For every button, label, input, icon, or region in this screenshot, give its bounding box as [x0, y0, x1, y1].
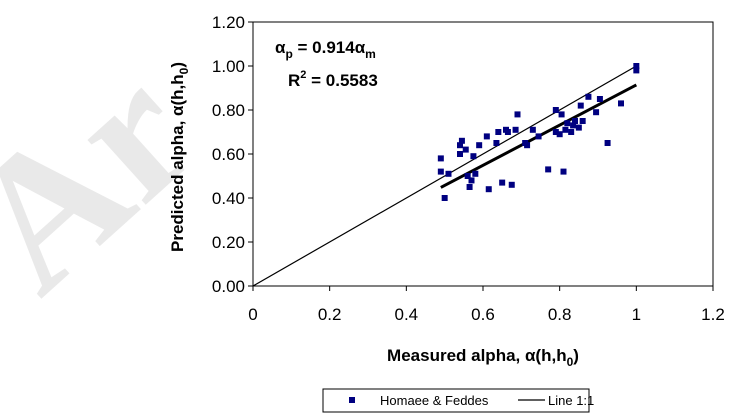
data-point	[564, 120, 571, 127]
data-point	[441, 195, 448, 201]
data-point	[468, 177, 475, 184]
data-point	[558, 111, 565, 118]
x-tick-label: 0.4	[395, 305, 419, 324]
data-points	[437, 63, 640, 201]
data-point	[633, 63, 640, 69]
data-point	[562, 126, 569, 133]
data-point	[508, 181, 515, 188]
x-tick-label: 1	[632, 305, 641, 324]
data-point	[556, 131, 563, 138]
x-tick-label: 0.8	[548, 305, 572, 324]
data-point	[572, 118, 578, 124]
data-point	[633, 67, 640, 74]
data-point	[593, 109, 600, 116]
y-tick-label: 1.00	[212, 57, 245, 76]
data-point	[483, 133, 490, 140]
data-point	[499, 179, 506, 186]
y-axis-title: Predicted alpha, α(h,h0)	[168, 62, 191, 252]
x-axis-title: Measured alpha, α(h,h0)	[387, 346, 579, 369]
data-point	[466, 184, 473, 190]
data-point	[514, 111, 521, 118]
data-point	[552, 129, 559, 135]
data-point	[457, 151, 463, 157]
y-tick-label: 1.20	[212, 13, 245, 32]
x-tick-label: 0.2	[318, 305, 342, 324]
legend-label-line-1-1: Line 1:1	[548, 393, 594, 408]
y-axis-ticks: 0.00 0.20 0.40 0.60 0.80 1.00 1.20	[212, 13, 253, 296]
data-point	[568, 129, 575, 135]
data-point	[437, 168, 444, 175]
data-point	[596, 96, 603, 102]
data-point	[504, 129, 511, 135]
data-point	[577, 102, 584, 109]
y-tick-label: 0.20	[212, 233, 245, 252]
legend-label-homaee-feddes: Homaee & Feddes	[380, 393, 489, 408]
data-point	[472, 170, 479, 177]
data-point	[604, 140, 611, 146]
x-axis-ticks: 0 0.2 0.4 0.6 0.8 1 1.2	[248, 286, 725, 324]
data-point	[476, 142, 483, 149]
data-point	[570, 122, 577, 129]
data-point	[524, 142, 531, 149]
x-tick-label: 0.6	[471, 305, 495, 324]
data-point	[575, 124, 582, 131]
data-point	[493, 140, 500, 146]
data-point	[437, 155, 444, 162]
data-point	[560, 168, 567, 175]
data-point	[462, 146, 469, 153]
data-point	[618, 100, 624, 107]
data-point	[457, 142, 463, 149]
line-1-1	[252, 65, 637, 287]
data-point	[512, 126, 519, 133]
data-point	[445, 170, 452, 177]
watermark-text: Ar	[0, 27, 233, 331]
y-tick-label: 0.80	[212, 101, 245, 120]
data-point	[458, 137, 465, 144]
regression-equation: αp = 0.914αm	[275, 38, 376, 61]
y-tick-label: 0.40	[212, 189, 245, 208]
legend-marker-homaee-feddes	[349, 397, 355, 403]
data-point	[545, 166, 552, 173]
data-point	[470, 153, 477, 160]
data-point	[579, 118, 586, 124]
data-point	[535, 133, 542, 140]
data-point	[585, 93, 592, 100]
plot-area	[252, 21, 714, 287]
legend: Homaee & Feddes Line 1:1	[322, 388, 594, 413]
y-tick-label: 0.00	[212, 277, 245, 296]
x-tick-label: 0	[248, 305, 257, 324]
data-point	[552, 107, 559, 113]
data-point	[495, 129, 502, 135]
r-squared-label: R2 = 0.5583	[288, 69, 378, 90]
y-tick-label: 0.60	[212, 145, 245, 164]
x-tick-label: 1.2	[701, 305, 725, 324]
data-point	[529, 126, 536, 133]
data-point	[485, 186, 492, 193]
data-point	[464, 173, 471, 179]
legend-box	[322, 388, 590, 413]
